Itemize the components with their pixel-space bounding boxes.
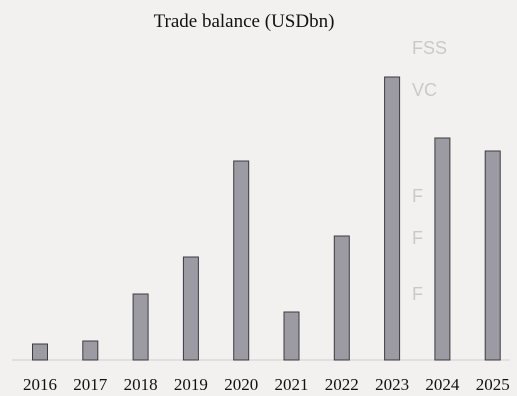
bar-2019: [182, 256, 199, 361]
background-text-line: F: [412, 186, 423, 206]
bar-2016: [32, 343, 48, 361]
background-text-line: FSS: [412, 38, 448, 58]
x-tick-label-2020: 2020: [224, 375, 258, 394]
x-tick-label-2025: 2025: [476, 375, 510, 394]
bar-2017: [82, 340, 99, 361]
x-tick-label-2019: 2019: [174, 375, 208, 394]
bar-2022: [333, 235, 350, 361]
background-text-line: F: [412, 228, 423, 248]
bar-2018: [132, 293, 149, 361]
bars-group: [32, 76, 501, 361]
x-tick-labels-group: 2016 2017 2018 2019 2020 2021 2022 2023 2024 2025: [23, 375, 510, 394]
x-tick-label-2024: 2024: [425, 375, 460, 394]
background-text-line: F: [412, 284, 423, 304]
x-tick-label-2016: 2016: [23, 375, 57, 394]
x-tick-label-2023: 2023: [375, 375, 409, 394]
x-tick-label-2021: 2021: [275, 375, 309, 394]
x-tick-label-2017: 2017: [73, 375, 108, 394]
bar-2023: [384, 76, 401, 361]
bar-2025: [484, 150, 501, 361]
x-tick-label-2022: 2022: [325, 375, 359, 394]
chart-title: Trade balance (USDbn): [154, 11, 335, 32]
bar-2024: [434, 137, 451, 361]
x-tick-label-2018: 2018: [124, 375, 158, 394]
bar-2021: [283, 311, 300, 361]
bar-2020: [233, 160, 250, 361]
background-text-line: VC: [412, 80, 438, 100]
